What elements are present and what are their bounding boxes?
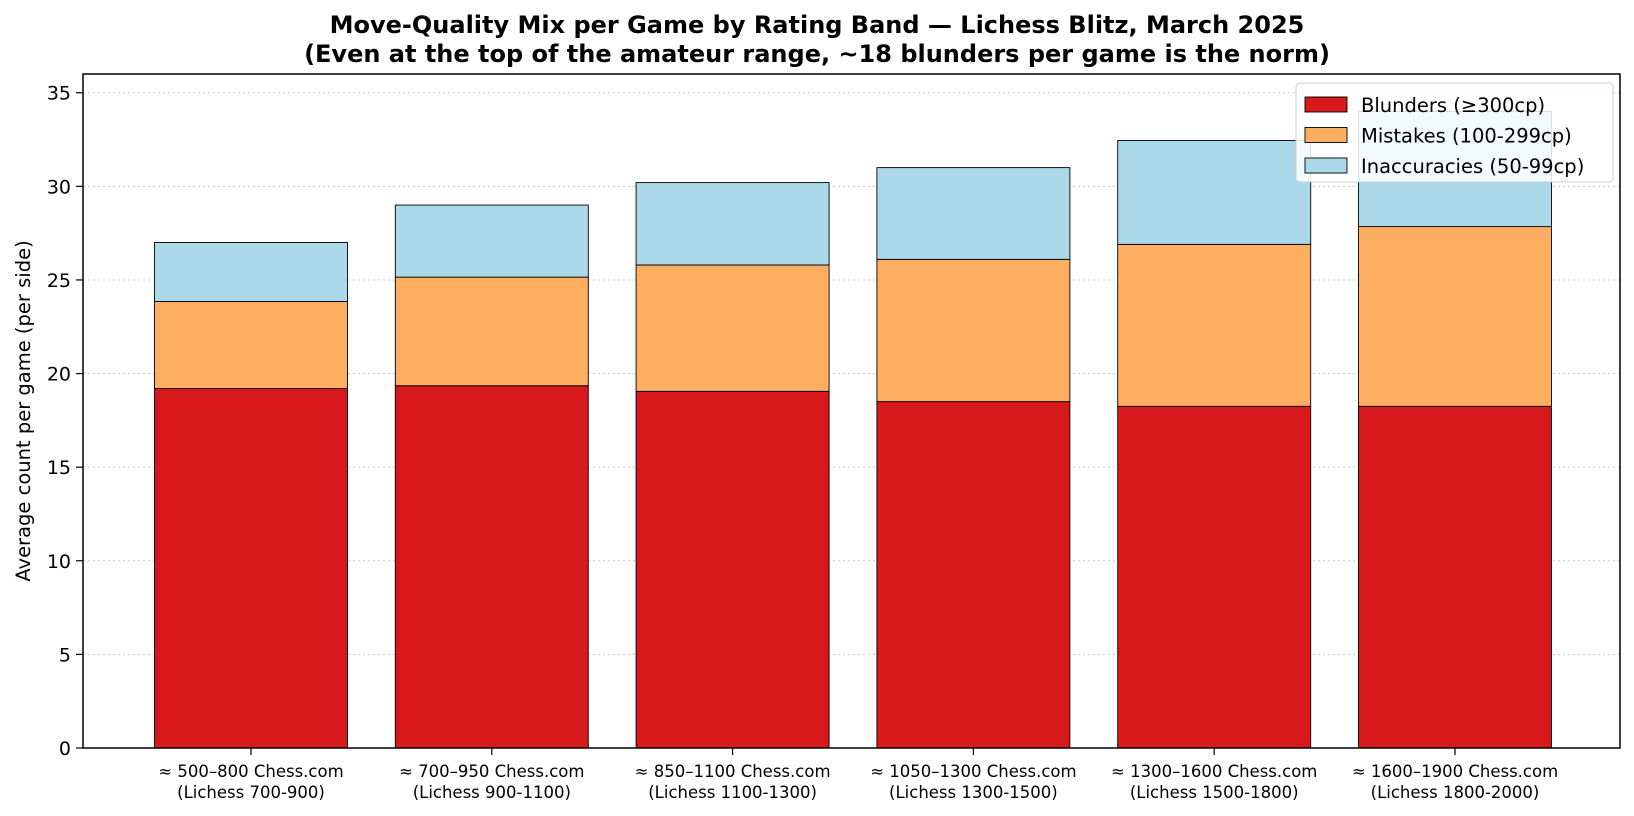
x-tick-sublabel: (Lichess 900-1100) [413, 783, 571, 802]
y-tick-label: 0 [59, 738, 71, 760]
x-tick-label: ≈ 1050–1300 Chess.com [870, 762, 1076, 781]
y-tick-label: 25 [47, 270, 71, 292]
y-tick-label: 15 [47, 457, 71, 479]
legend-blunders-label: Blunders (≥300cp) [1361, 94, 1545, 117]
bar-inaccuracies-segment [154, 242, 348, 302]
x-tick-label: ≈ 850–1100 Chess.com [635, 762, 831, 781]
bar-blunders-segment [1358, 405, 1552, 749]
x-tick-sublabel: (Lichess 1300-1500) [889, 783, 1058, 802]
x-tick-label: ≈ 1600–1900 Chess.com [1352, 762, 1558, 781]
x-axis: ≈ 500–800 Chess.com (Lichess 700-900) ≈ 70… [158, 748, 1558, 802]
y-axis-label: Average count per game (per side) [12, 240, 35, 581]
x-tick-sublabel: (Lichess 700-900) [177, 783, 325, 802]
bar-mistakes-segment [635, 264, 830, 392]
bar-blunders-segment [394, 385, 589, 749]
bar-blunders-segment [635, 390, 830, 749]
plot-frame [82, 73, 1621, 749]
legend-box [1295, 82, 1614, 183]
y-tick-label: 20 [47, 364, 71, 386]
chart-title-line2: (Even at the top of the amateur range, ~… [304, 40, 1330, 68]
legend-mistakes-label: Mistakes (100-299cp) [1361, 125, 1572, 148]
chart-title-line1: Move-Quality Mix per Game by Rating Band… [330, 11, 1305, 39]
y-axis: 0 5 10 15 20 25 30 35 [47, 83, 83, 760]
x-tick-label: ≈ 700–950 Chess.com [399, 762, 584, 781]
bar-inaccuracies-segment [635, 182, 830, 266]
bars-layer [154, 110, 1552, 749]
bar-mistakes-segment [1358, 226, 1552, 407]
bar-inaccuracies-segment [394, 204, 589, 278]
y-tick-label: 30 [47, 176, 71, 198]
bar-blunders-segment [154, 388, 348, 749]
x-tick-sublabel: (Lichess 1500-1800) [1130, 783, 1299, 802]
bar-mistakes-segment [154, 301, 348, 389]
bar-mistakes-segment [876, 258, 1071, 403]
bar-mistakes-segment [394, 276, 589, 387]
x-tick-label: ≈ 500–800 Chess.com [158, 762, 343, 781]
x-tick-label: ≈ 1300–1600 Chess.com [1111, 762, 1317, 781]
y-tick-label: 35 [47, 83, 71, 105]
y-tick-label: 5 [59, 644, 71, 666]
x-tick-sublabel: (Lichess 1800-2000) [1371, 783, 1540, 802]
legend-inaccuracies-swatch [1304, 157, 1348, 174]
legend-blunders-swatch [1304, 96, 1348, 113]
bar-blunders-segment [876, 401, 1071, 749]
bar-mistakes-segment [1117, 243, 1312, 407]
bar-inaccuracies-segment [876, 167, 1071, 260]
legend-inaccuracies-label: Inaccuracies (50-99cp) [1361, 155, 1584, 178]
bar-blunders-segment [1117, 405, 1312, 749]
bar-inaccuracies-segment [1117, 140, 1312, 245]
y-tick-label: 10 [47, 551, 71, 573]
x-tick-sublabel: (Lichess 1100-1300) [648, 783, 817, 802]
legend: Blunders (≥300cp) Mistakes (100-299cp) Ina… [1295, 82, 1614, 183]
legend-mistakes-swatch [1304, 127, 1348, 143]
